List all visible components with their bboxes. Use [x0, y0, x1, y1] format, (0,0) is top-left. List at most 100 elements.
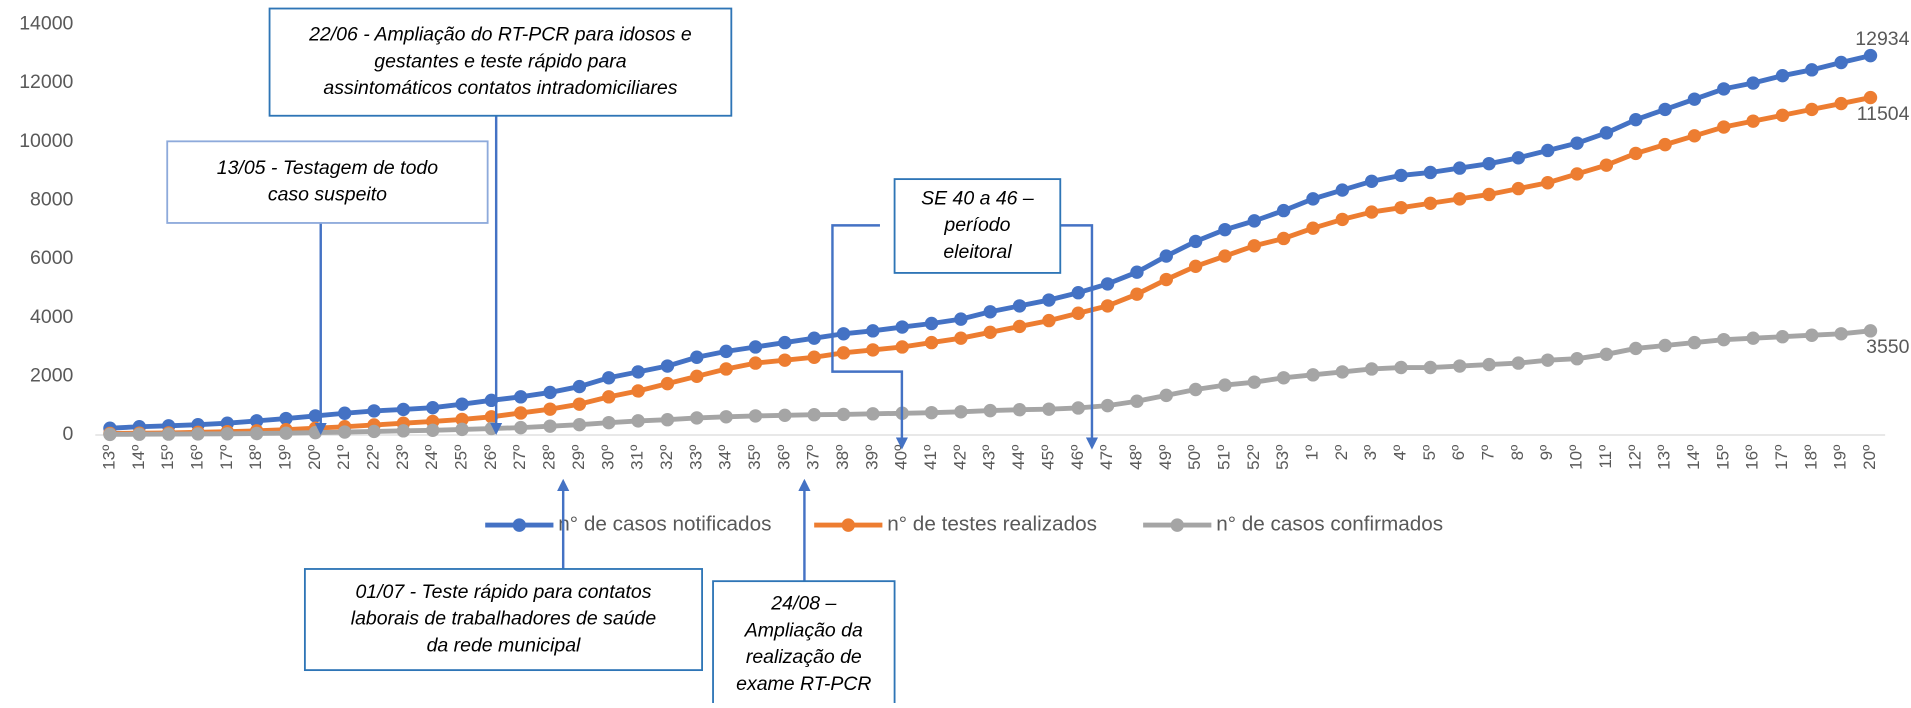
x-tick-label: 19º — [1831, 444, 1850, 470]
x-tick-label: 22º — [364, 444, 383, 470]
point — [1629, 112, 1643, 127]
x-tick-label: 15º — [158, 444, 177, 470]
point — [1541, 143, 1555, 158]
point — [983, 403, 997, 418]
annotation-box — [893, 178, 1062, 274]
point — [1658, 102, 1672, 117]
x-tick-label: 21º — [334, 444, 353, 470]
x-tick-label: 16º — [1743, 444, 1762, 470]
x-tick-label: 35º — [745, 444, 764, 470]
point — [1453, 359, 1467, 373]
point — [1159, 388, 1173, 403]
point — [1394, 168, 1408, 183]
y-tick-label: 12000 — [19, 71, 73, 93]
point — [1453, 161, 1467, 175]
point — [924, 405, 939, 420]
point — [631, 384, 645, 398]
annotation-text: da rede municipal — [427, 635, 581, 657]
point — [660, 359, 675, 373]
annotation-text: 24/08 – — [770, 592, 836, 614]
point — [1511, 356, 1526, 370]
point — [836, 407, 851, 422]
x-tick-label: 15º — [1713, 444, 1732, 470]
x-tick-label: 51º — [1214, 444, 1233, 470]
annotation-text: 01/07 - Teste rápido para contatos — [355, 581, 651, 603]
point — [1276, 203, 1291, 218]
annotation-text: caso suspeito — [268, 184, 387, 206]
point — [1629, 341, 1643, 356]
point — [1570, 352, 1584, 366]
x-tick-label: 5º — [1420, 444, 1439, 460]
point — [1717, 120, 1731, 134]
point — [1130, 287, 1144, 301]
x-tick-label: 4º — [1391, 444, 1410, 460]
point — [748, 340, 763, 354]
legend-label: n° de casos notificados — [558, 513, 771, 536]
point — [308, 409, 323, 423]
point — [1599, 158, 1614, 172]
point — [1247, 375, 1262, 389]
legend-marker — [841, 518, 855, 532]
point — [1042, 313, 1056, 328]
x-tick-label: 32º — [657, 444, 676, 470]
point — [778, 353, 792, 367]
point — [748, 409, 763, 423]
point — [1482, 357, 1496, 372]
point — [1042, 402, 1056, 416]
point — [220, 427, 235, 441]
legend-marker — [1170, 518, 1184, 532]
point — [396, 402, 411, 417]
point — [103, 427, 117, 442]
point — [1511, 181, 1526, 196]
point — [1453, 192, 1467, 206]
point — [1482, 156, 1496, 171]
y-tick-label: 4000 — [30, 306, 74, 328]
x-tick-label: 50º — [1185, 444, 1204, 470]
point — [1834, 327, 1848, 341]
x-tick-label: 26º — [481, 444, 500, 470]
point — [983, 325, 997, 340]
point — [1775, 330, 1790, 344]
x-tick-label: 18º — [246, 444, 265, 470]
point — [1658, 338, 1672, 353]
point — [1599, 126, 1614, 140]
point — [1071, 306, 1085, 320]
annotation-text: 22/06 - Ampliação do RT-PCR para idosos … — [308, 23, 692, 45]
point — [1071, 286, 1085, 300]
point — [455, 412, 469, 427]
x-tick-label: 49º — [1156, 444, 1175, 470]
point — [866, 324, 880, 338]
x-tick-label: 52º — [1244, 444, 1263, 470]
point — [1306, 368, 1320, 382]
x-tick-label: 14º — [129, 444, 148, 470]
point — [1012, 319, 1027, 334]
x-tick-label: 42º — [950, 444, 969, 470]
point — [1717, 82, 1731, 96]
point — [807, 331, 821, 345]
point — [1364, 174, 1379, 188]
point — [279, 426, 293, 440]
point — [249, 426, 264, 441]
annotation-text: realização de — [746, 646, 862, 668]
point — [1100, 277, 1115, 291]
point — [866, 407, 880, 421]
point — [1687, 92, 1702, 106]
point — [1805, 63, 1819, 77]
point — [807, 350, 821, 364]
point — [426, 400, 440, 415]
annotation-text: SE 40 a 46 – — [921, 187, 1034, 209]
x-tick-label: 38º — [833, 444, 852, 470]
point — [1541, 353, 1555, 367]
x-tick-label: 17º — [217, 444, 236, 470]
point — [1805, 102, 1819, 117]
point — [1599, 347, 1614, 362]
point — [690, 369, 704, 384]
annotation-text: assintomáticos contatos intradomiciliare… — [323, 77, 677, 99]
x-tick-label: 36º — [774, 444, 793, 470]
x-tick-label: 33º — [686, 444, 705, 470]
x-tick-label: 1º — [1302, 444, 1321, 460]
x-tick-label: 9º — [1537, 444, 1556, 460]
x-tick-label: 41º — [921, 444, 940, 470]
point — [455, 422, 469, 437]
